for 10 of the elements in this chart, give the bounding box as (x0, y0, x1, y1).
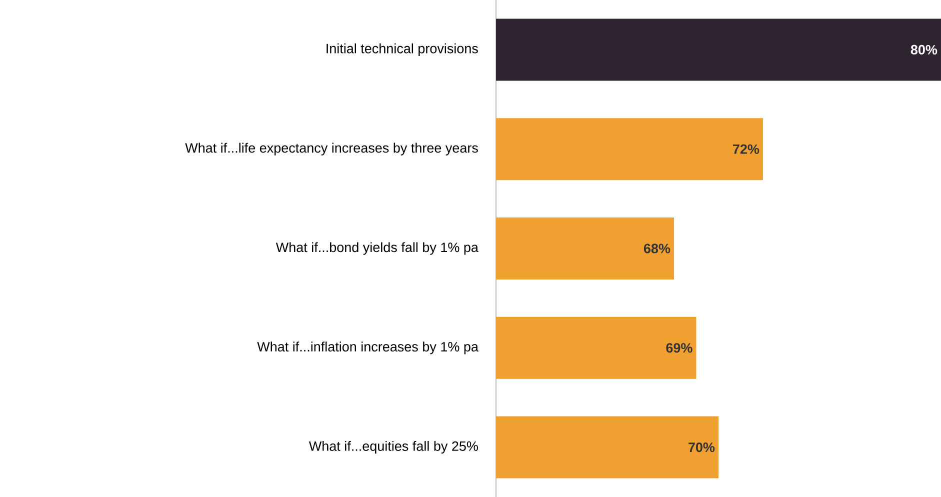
y-tick-label: What if...equities fall by 25% (308, 440, 478, 454)
data-label: 69% (666, 343, 692, 353)
data-label: 68% (644, 244, 670, 254)
y-tick-label: Initial technical provisions (326, 43, 478, 56)
data-label: 72% (733, 144, 760, 154)
data-label: 70% (688, 442, 715, 452)
y-tick-label: What if...inflation increases by 1% pa (257, 342, 478, 354)
y-tick-label: What if...life expectancy increases by three years (185, 142, 478, 156)
y-tick-label: What if...bond yields fall by 1% pa (276, 242, 478, 255)
data-label: 80% (910, 44, 938, 54)
